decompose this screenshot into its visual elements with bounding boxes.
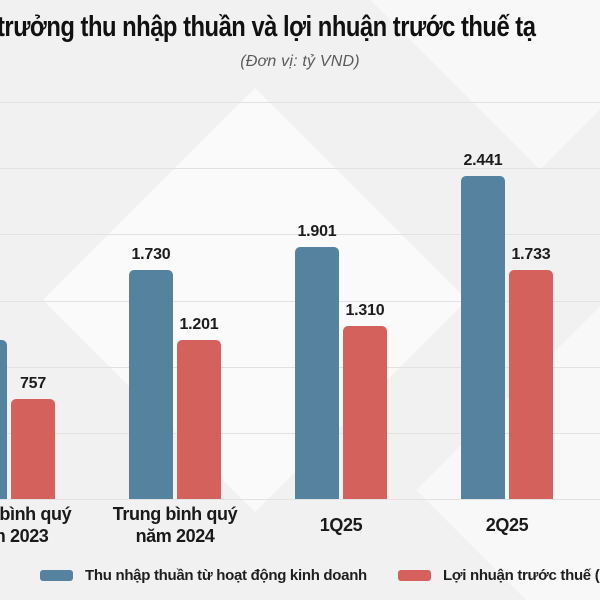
x-axis-label-group-4: 2Q25	[485, 515, 529, 536]
bar-net-income-group-1	[0, 340, 7, 499]
bar-value-label-net-income-group-3: 1.901	[297, 223, 337, 241]
bar-value-label-pretax-profit-group-2: 1.201	[179, 316, 219, 334]
bar-value-label-pretax-profit-group-1: 757	[19, 374, 47, 392]
bar-value-label-pretax-profit-group-4: 1.733	[511, 245, 551, 263]
legend-item-net-operating-income: Thu nhập thuần từ hoạt động kinh doanh	[40, 567, 367, 584]
bar-value-label-net-income-group-4: 2.441	[463, 151, 503, 169]
legend-label-net-operating-income: Thu nhập thuần từ hoạt động kinh doanh	[85, 567, 367, 584]
bar-net-income-group-4	[461, 175, 505, 499]
bar-value-label-net-income-group-2: 1.730	[131, 246, 171, 264]
legend-swatch-red	[398, 570, 431, 581]
chart-subtitle: (Đơn vị: tỷ VND)	[240, 53, 360, 70]
gridline-0	[0, 499, 600, 500]
bar-value-label-pretax-profit-group-3: 1.310	[345, 301, 385, 319]
chart-title: trưởng thu nhập thuần và lợi nhuận trước…	[0, 11, 536, 43]
bar-pretax-profit-group-2	[177, 340, 221, 499]
bar-pretax-profit-group-3	[343, 325, 387, 499]
x-axis-label-group-2: Trung bình quý năm 2024	[112, 504, 238, 546]
bar-pretax-profit-group-1	[11, 398, 55, 499]
gridline-2000	[0, 234, 600, 236]
x-axis-label-group-3: 1Q25	[319, 515, 363, 536]
bar-pretax-profit-group-4	[509, 269, 553, 499]
gridline-3000	[0, 102, 600, 103]
bar-net-income-group-3	[295, 247, 339, 499]
bar-net-income-group-2	[129, 270, 173, 499]
legend-swatch-blue	[40, 570, 73, 581]
gridline-2500	[0, 168, 600, 170]
